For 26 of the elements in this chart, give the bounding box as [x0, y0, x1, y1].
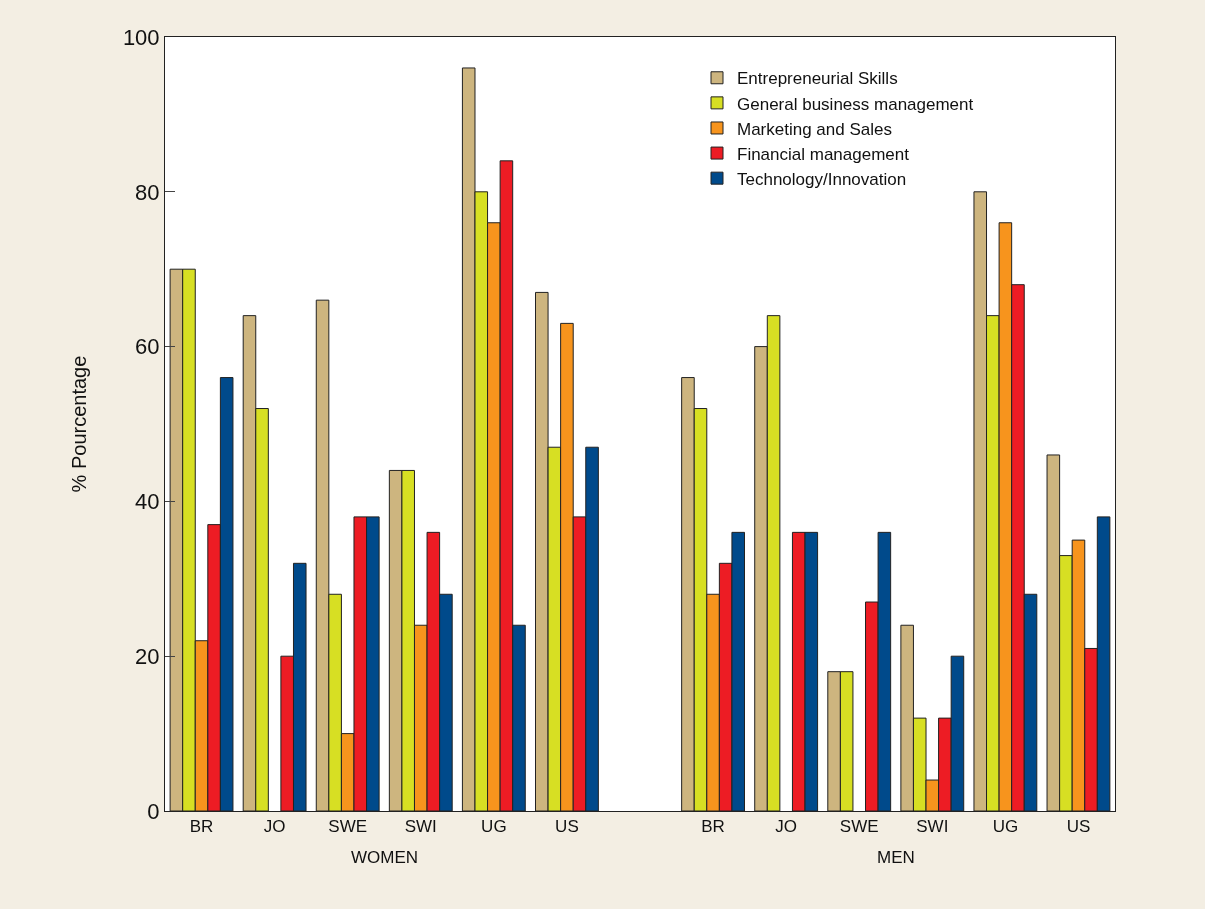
x-tick-label: SWI [404, 817, 437, 837]
y-tick-label: 80 [135, 179, 160, 205]
y-tick-label: 20 [135, 643, 160, 669]
legend-label: Entrepreneurial Skills [737, 69, 898, 89]
x-tick-label: SWE [839, 817, 879, 837]
x-tick-label: SWE [328, 817, 368, 837]
x-tick-label: JO [263, 817, 286, 837]
legend-label: Marketing and Sales [737, 119, 892, 139]
x-tick-label: US [1066, 817, 1091, 837]
x-tick-label: JO [775, 817, 798, 837]
y-tick-label: 100 [122, 24, 160, 50]
text: WOMEN [351, 848, 419, 867]
x-tick-label: US [555, 817, 579, 837]
y-tick-label: 60 [135, 334, 160, 360]
x-tick-label: UG [992, 817, 1019, 837]
x-tick-label: BR [189, 817, 214, 837]
x-tick-label: SWI [916, 817, 949, 837]
x-tick-label: BR [701, 817, 725, 837]
legend-label: Technology/Innovation [737, 169, 907, 189]
text: MEN [877, 848, 915, 867]
y-tick-label: 0 [147, 798, 160, 824]
y-tick-label: 40 [135, 489, 160, 515]
x-tick-label: UG [481, 817, 507, 837]
legend-label: Financial management [737, 144, 910, 164]
legend-label: General business management [737, 94, 974, 114]
y-axis-title: % Pourcentage [68, 355, 91, 493]
